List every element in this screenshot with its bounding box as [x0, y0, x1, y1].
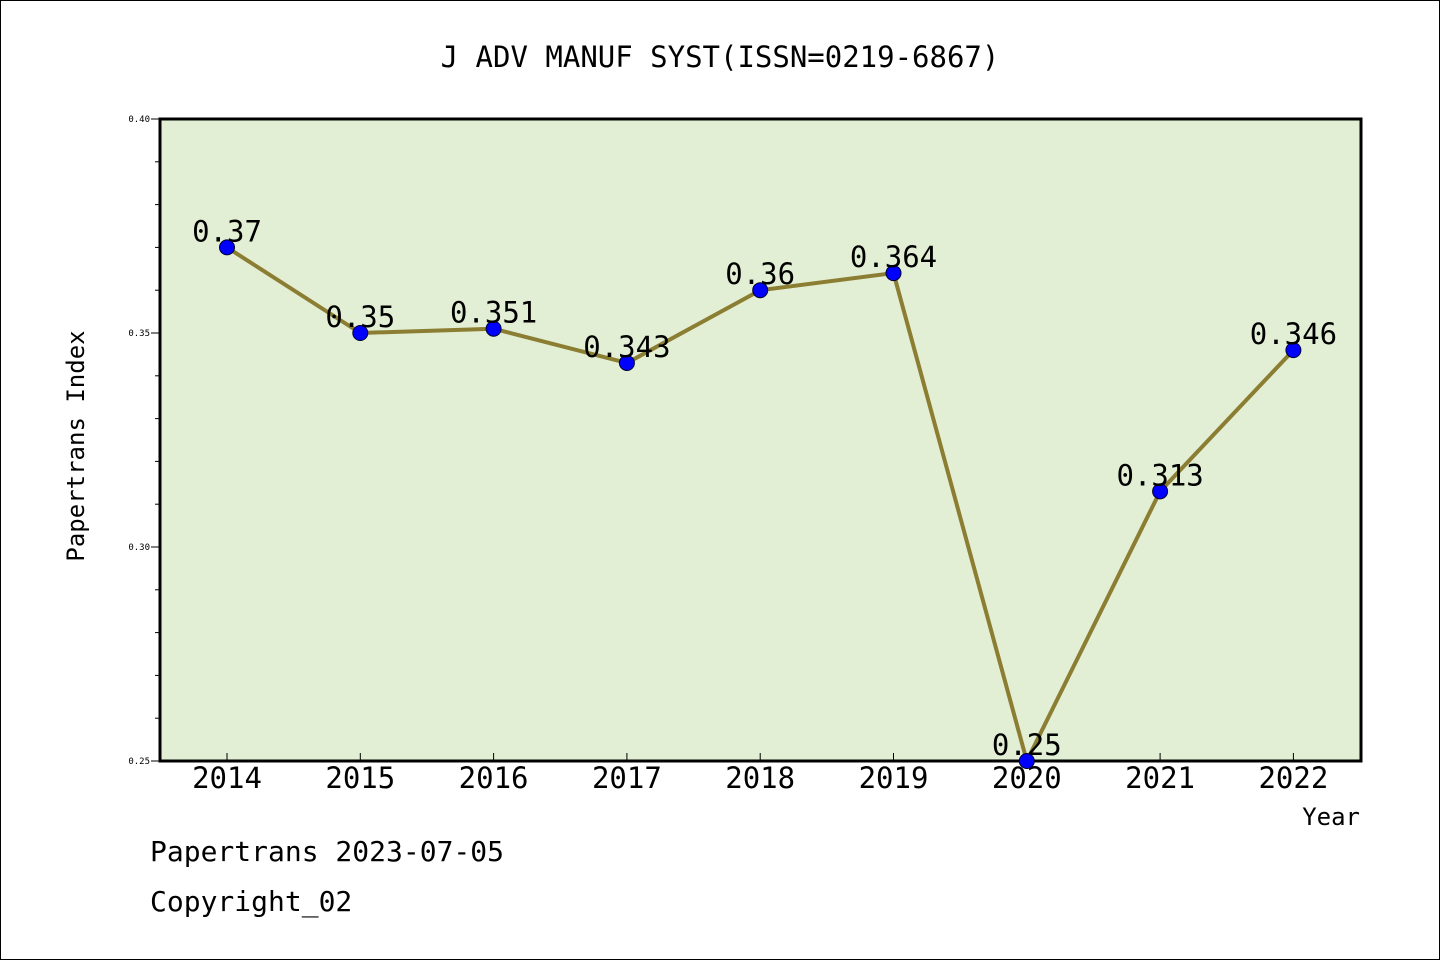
data-label: 0.343 — [583, 330, 670, 364]
data-label: 0.37 — [192, 214, 262, 248]
data-label: 0.313 — [1116, 458, 1203, 492]
x-tick-label: 2014 — [192, 761, 262, 795]
data-label: 0.346 — [1250, 317, 1337, 351]
data-point — [618, 354, 635, 371]
data-point — [485, 320, 502, 337]
footer-copyright: Copyright_02 — [150, 885, 353, 918]
y-tick-label: 0.35 — [128, 329, 150, 339]
data-label: 0.25 — [992, 728, 1062, 762]
footer-source: Papertrans 2023-07-05 — [150, 835, 505, 868]
data-label: 0.36 — [725, 257, 795, 291]
y-axis-label: Papertrans Index — [62, 330, 90, 561]
data-label: 0.35 — [325, 300, 395, 334]
chart-title: J ADV MANUF SYST(ISSN=0219-6867) — [441, 40, 1000, 74]
data-label: 0.351 — [450, 296, 537, 330]
y-axis-ticks: 0.25 0.30 0.35 0.40 — [128, 115, 160, 767]
data-point — [1152, 483, 1169, 500]
data-point — [885, 265, 902, 282]
plot-area — [158, 117, 1363, 763]
x-tick-label: 2015 — [325, 761, 395, 795]
data-point — [1285, 342, 1302, 359]
data-point — [352, 325, 369, 341]
series-layer: 0.37 0.35 0.351 0.343 0.36 0.364 0.25 0.313 0.34… — [192, 214, 1337, 769]
data-point — [1018, 753, 1035, 769]
x-axis-ticks: 2014 2015 2016 2017 2018 2019 2020 2021 2022 — [192, 753, 1328, 795]
x-tick-label: 2022 — [1258, 761, 1328, 795]
x-tick-label: 2019 — [859, 761, 929, 795]
x-tick-label: 2021 — [1125, 761, 1195, 795]
y-tick-label: 0.25 — [128, 757, 150, 767]
x-tick-label: 2017 — [592, 761, 662, 795]
data-point — [752, 282, 769, 299]
y-tick-label: 0.40 — [128, 115, 150, 125]
x-tick-label: 2016 — [459, 761, 529, 795]
x-tick-label: 2018 — [725, 761, 795, 795]
x-axis-label: Year — [1302, 803, 1360, 831]
data-label: 0.364 — [850, 240, 937, 274]
y-tick-label: 0.30 — [128, 543, 150, 553]
data-point — [219, 239, 235, 256]
